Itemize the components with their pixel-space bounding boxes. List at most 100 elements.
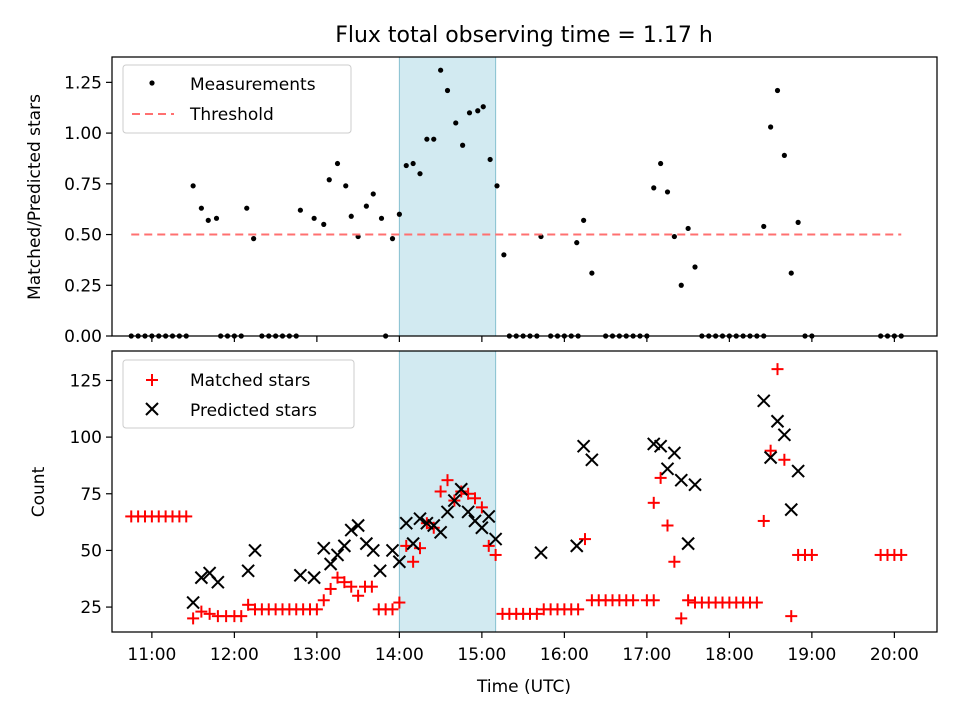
matched-star-point	[242, 598, 255, 611]
matched-star-point	[195, 605, 208, 618]
legend-matched-marker	[146, 374, 158, 386]
matched-star-point	[757, 514, 770, 527]
measurement-point	[761, 223, 767, 230]
matched-star-point	[764, 444, 777, 457]
matched-star-point	[393, 596, 406, 609]
measurement-point	[438, 67, 444, 73]
matched-star-point	[750, 596, 763, 609]
predicted-star-point	[461, 505, 475, 519]
measurement-point	[424, 136, 430, 142]
matched-star-point	[771, 363, 784, 376]
matched-star-point	[386, 603, 399, 616]
predicted-star-point	[194, 570, 209, 585]
top-y-tick-label: 1.00	[64, 124, 102, 144]
matched-star-point	[778, 453, 791, 466]
measurement-point	[251, 236, 257, 242]
measurement-point	[334, 160, 341, 167]
measurement-point	[768, 124, 774, 130]
predicted-star-point	[585, 453, 599, 467]
measurement-point	[370, 191, 376, 197]
measurement-point	[658, 160, 664, 167]
top-panel: 0.00 0.25 0.50 0.75 1.00 1.25 Matched/Predict…	[25, 56, 938, 347]
predicted-star-point	[317, 541, 331, 555]
matched-star-point	[572, 603, 585, 616]
matched-star-point	[352, 589, 365, 602]
measurement-point	[494, 183, 500, 189]
predicted-star-point	[475, 521, 489, 535]
bottom-y-tick-label: 50	[80, 541, 102, 561]
top-y-axis-label: Matched/Predicted stars	[25, 94, 45, 300]
predicted-star-point	[337, 539, 352, 553]
measurement-point	[213, 215, 220, 221]
matched-star-point	[627, 594, 640, 607]
predicted-star-point	[791, 464, 805, 478]
measurement-point	[410, 160, 416, 167]
predicted-star-point	[241, 564, 255, 578]
matched-star-point	[455, 485, 468, 498]
predicted-star-point	[413, 511, 427, 526]
x-tick-label: 17:00	[622, 645, 671, 665]
matched-star-point	[661, 519, 674, 532]
bottom-y-tick-label: 75	[80, 485, 102, 505]
x-tick-label: 16:00	[540, 645, 589, 665]
matched-star-point	[805, 548, 818, 561]
matched-star-point	[338, 576, 351, 589]
predicted-star-point	[667, 446, 682, 460]
measurement-point	[480, 104, 486, 110]
bottom-highlight-span	[398, 350, 497, 633]
top-x-ticks	[151, 336, 895, 342]
x-axis-label: Time (UTC)	[476, 677, 571, 697]
matched-star-point	[469, 492, 481, 505]
measurement-point	[389, 236, 396, 242]
top-legend-box	[122, 64, 352, 134]
predicted-star-point	[447, 493, 462, 508]
measurement-point	[431, 136, 437, 142]
measurement-point	[460, 142, 466, 148]
matched-star-point	[434, 485, 447, 498]
measurement-point	[326, 177, 332, 183]
predicted-star-point	[777, 428, 792, 442]
top-legend: Measurements Threshold	[122, 64, 352, 134]
predicted-star-point	[488, 532, 503, 546]
measurement-point	[198, 205, 204, 211]
predicted-star-point	[392, 555, 407, 569]
x-tick-label: 14:00	[375, 645, 424, 665]
predicted-star-point	[366, 543, 380, 558]
x-tick-label: 18:00	[705, 645, 754, 665]
predicted-star-point	[653, 439, 668, 453]
legend-matched-label: Matched stars	[190, 371, 310, 391]
measurement-point	[774, 87, 781, 94]
measurement-point	[581, 217, 587, 223]
bottom-panel: 25 50 75 100 125 11:00 12:00 13:00 14:00 15:00 16…	[29, 350, 938, 697]
matched-star-point	[235, 610, 248, 623]
predicted-star-point	[674, 473, 688, 487]
predicted-star-point	[293, 568, 308, 583]
measurement-point	[321, 221, 327, 227]
predicted-star-point	[344, 523, 358, 537]
legend-measurements-marker	[149, 80, 155, 86]
measurement-point	[311, 215, 317, 221]
matched-star-point	[530, 607, 543, 620]
predicted-star-point	[373, 564, 387, 578]
x-tick-label: 13:00	[292, 645, 341, 665]
matched-star-point	[489, 548, 502, 561]
predicted-star-point	[576, 439, 591, 453]
matched-star-point	[668, 555, 681, 568]
matched-star-point	[407, 555, 420, 568]
measurement-point	[453, 120, 459, 126]
bottom-y-tick-label: 25	[80, 598, 102, 618]
bottom-marks	[125, 363, 908, 625]
measurement-point	[417, 171, 423, 177]
matched-star-point	[310, 603, 323, 616]
matched-star-point	[462, 487, 475, 500]
measurement-point	[788, 270, 794, 276]
matched-star-point	[441, 474, 454, 487]
matched-star-point	[331, 571, 344, 584]
bottom-y-tick-label: 125	[70, 371, 102, 391]
measurement-point	[190, 183, 196, 189]
predicted-star-point	[385, 543, 400, 558]
x-tick-label: 20:00	[870, 645, 919, 665]
measurement-point	[781, 152, 787, 159]
predicted-star-point	[534, 545, 548, 560]
bottom-y-axis-label: Count	[29, 466, 49, 517]
